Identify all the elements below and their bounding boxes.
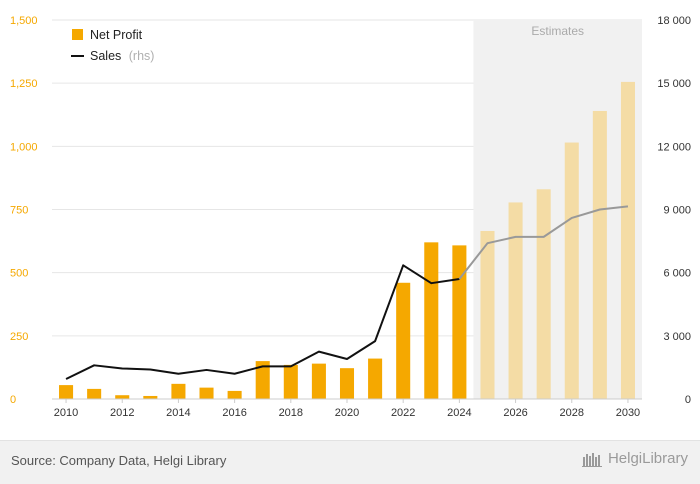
net-profit-bars (59, 81, 635, 400)
x-tick-label: 2026 (503, 407, 527, 419)
net-profit-bar (368, 358, 383, 399)
estimates-background (473, 20, 642, 399)
y-left-tick-label: 1,500 (10, 15, 38, 27)
y-right-tick-label: 18 000 (657, 15, 691, 27)
legend: Net Profit Sales (rhs) (71, 28, 154, 63)
y-right-tick-label: 6 000 (663, 268, 691, 280)
net-profit-bar (311, 363, 326, 399)
net-profit-bar (564, 142, 579, 399)
y-left-tick-label: 1,000 (10, 141, 38, 153)
net-profit-bar (199, 387, 214, 399)
y-left-tick-label: 750 (10, 205, 28, 217)
helgi-library-logo: HelgiLibrary (581, 450, 688, 467)
y-right-tick-label: 12 000 (657, 141, 691, 153)
source-note: Source: Company Data, Helgi Library (11, 453, 227, 468)
y-left-tick-label: 0 (10, 394, 16, 406)
net-profit-bar (115, 395, 130, 399)
net-profit-bar (87, 388, 102, 399)
legend-sales-label: Sales (rhs) (90, 49, 154, 63)
axes: 0 250 500 750 1,000 1,250 1,500 0 3 000 6 000 9 00… (10, 15, 691, 419)
net-profit-bar (424, 242, 439, 399)
x-tick-label: 2028 (560, 407, 584, 419)
y-left-tick-label: 500 (10, 268, 28, 280)
net-profit-bar (396, 282, 411, 399)
net-profit-bar (480, 230, 495, 399)
net-profit-bar (536, 189, 551, 399)
x-tick-label: 2012 (110, 407, 134, 419)
footer: Source: Company Data, Helgi Library Helg… (0, 440, 700, 484)
x-tick-label: 2022 (391, 407, 415, 419)
sales-line-estimate (458, 205, 629, 280)
estimates-region: Estimates (473, 20, 642, 399)
y-right-tick-label: 15 000 (657, 78, 691, 90)
x-tick-label: 2024 (447, 407, 471, 419)
y-right-tick-label: 0 (685, 394, 691, 406)
net-profit-bar (283, 364, 298, 399)
legend-net-profit-swatch (72, 29, 83, 40)
net-profit-bar (508, 202, 523, 399)
x-tick-label: 2018 (279, 407, 303, 419)
x-tick-label: 2016 (222, 407, 246, 419)
y-right-tick-label: 9 000 (663, 205, 691, 217)
y-left-tick-label: 250 (10, 331, 28, 343)
y-left-tick-label: 1,250 (10, 78, 38, 90)
legend-sales-suffix: (rhs) (129, 49, 155, 63)
net-profit-bar (452, 245, 467, 399)
sales-line (65, 205, 629, 380)
net-profit-bar (143, 395, 158, 399)
net-profit-bar (227, 390, 242, 399)
legend-net-profit-label: Net Profit (90, 28, 143, 42)
y-right-tick-label: 3 000 (663, 331, 691, 343)
legend-sales-name: Sales (90, 49, 121, 63)
sales-line-actual (65, 264, 460, 380)
logo-text: HelgiLibrary (607, 450, 688, 467)
net-profit-bar (255, 361, 270, 399)
x-tick-label: 2030 (616, 407, 640, 419)
net-profit-bar (171, 383, 186, 399)
net-profit-bar (59, 385, 74, 399)
x-tick-label: 2010 (54, 407, 78, 419)
net-profit-bar (339, 368, 355, 399)
x-tick-label: 2014 (166, 407, 190, 419)
x-tick-label: 2020 (335, 407, 359, 419)
net-profit-bar (620, 81, 635, 400)
estimates-label: Estimates (531, 24, 584, 38)
net-profit-bar (592, 110, 607, 400)
library-icon (581, 452, 602, 467)
